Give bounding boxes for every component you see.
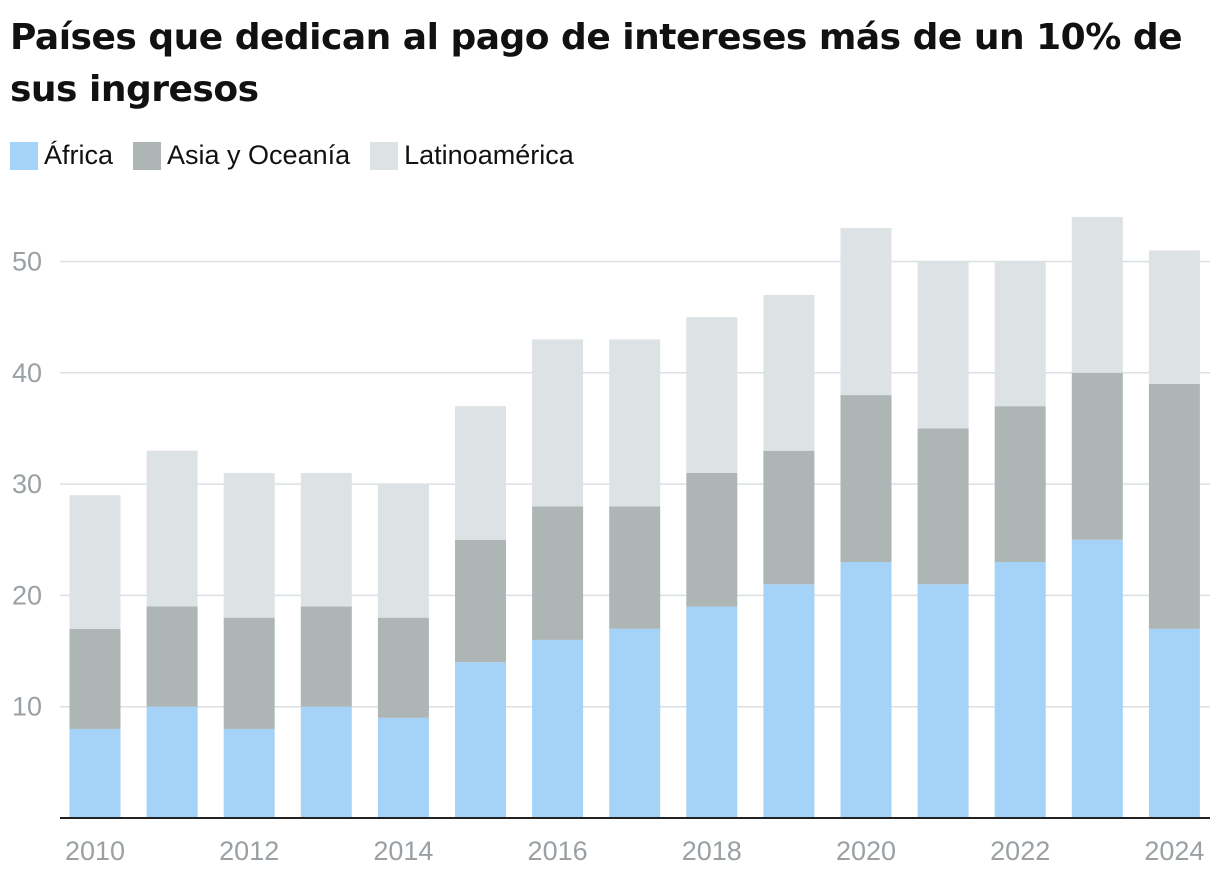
y-tick-label: 50 xyxy=(12,247,42,277)
bar-asia-y-oceania-2017 xyxy=(609,506,661,629)
bars xyxy=(60,216,1210,819)
bar-africa-2013 xyxy=(300,706,352,818)
bar-africa-2021 xyxy=(917,584,969,818)
legend-item-asia-oceania: Asia y Oceanía xyxy=(133,140,350,171)
legend-label-africa: África xyxy=(44,140,114,170)
bar-latinoamerica-2024 xyxy=(1148,250,1200,384)
bar-latinoamerica-2020 xyxy=(840,228,892,396)
bar-africa-2012 xyxy=(223,728,275,818)
y-tick-label: 20 xyxy=(12,580,42,610)
legend-label-latinoamerica: Latinoamérica xyxy=(404,140,574,170)
bar-africa-2020 xyxy=(840,562,892,818)
bar-latinoamerica-2016 xyxy=(532,339,584,507)
y-tick-label: 30 xyxy=(12,469,42,499)
bar-asia-y-oceania-2018 xyxy=(686,472,738,607)
bar-africa-2022 xyxy=(994,562,1046,818)
bar-africa-2023 xyxy=(1071,539,1123,818)
bar-latinoamerica-2022 xyxy=(994,261,1046,407)
bar-asia-y-oceania-2012 xyxy=(223,617,275,729)
legend-swatch-latinoamerica xyxy=(370,141,399,170)
bar-africa-2014 xyxy=(377,717,429,818)
chart-title: Países que dedican al pago de intereses … xyxy=(10,17,1183,110)
legend-swatch-asia-oceania xyxy=(133,141,162,170)
legend-swatch-africa xyxy=(10,141,38,170)
legend-item-africa: África xyxy=(10,140,113,171)
bar-africa-2010 xyxy=(69,728,121,818)
x-tick-label: 2016 xyxy=(528,836,588,866)
bar-africa-2015 xyxy=(455,662,506,818)
x-tick-label: 2022 xyxy=(990,836,1050,866)
bar-latinoamerica-2023 xyxy=(1071,216,1123,373)
legend-label-asia-oceania: Asia y Oceanía xyxy=(167,140,351,170)
bar-africa-2024 xyxy=(1148,628,1200,818)
bar-latinoamerica-2017 xyxy=(609,339,661,507)
bar-latinoamerica-2018 xyxy=(686,317,738,473)
bar-latinoamerica-2012 xyxy=(223,472,275,618)
bar-asia-y-oceania-2019 xyxy=(763,450,815,585)
x-tick-label: 2018 xyxy=(682,836,742,866)
bar-africa-2019 xyxy=(763,584,815,818)
bar-latinoamerica-2021 xyxy=(917,261,969,429)
bar-africa-2017 xyxy=(609,628,661,818)
bar-asia-y-oceania-2015 xyxy=(455,539,506,663)
bar-asia-y-oceania-2022 xyxy=(994,406,1046,563)
bar-asia-y-oceania-2021 xyxy=(917,428,969,585)
bar-asia-y-oceania-2023 xyxy=(1071,372,1123,540)
bar-latinoamerica-2013 xyxy=(300,472,352,607)
bar-asia-y-oceania-2011 xyxy=(146,606,198,707)
legend: África Asia y Oceanía Latinoamérica xyxy=(10,140,594,171)
bar-asia-y-oceania-2016 xyxy=(532,506,584,640)
bar-asia-y-oceania-2010 xyxy=(69,628,121,729)
bar-asia-y-oceania-2020 xyxy=(840,395,892,563)
bar-latinoamerica-2015 xyxy=(455,406,506,540)
x-tick-label: 2012 xyxy=(219,836,279,866)
y-axis-ticks: 10 20 30 40 50 xyxy=(12,247,42,722)
x-tick-label: 2010 xyxy=(65,836,125,866)
y-tick-label: 40 xyxy=(12,358,42,388)
x-tick-label: 2020 xyxy=(836,836,896,866)
bar-africa-2016 xyxy=(532,639,584,818)
bar-asia-y-oceania-2014 xyxy=(377,617,429,718)
x-tick-label: 2014 xyxy=(373,836,433,866)
bar-latinoamerica-2011 xyxy=(146,450,198,607)
y-tick-label: 10 xyxy=(12,692,42,722)
bar-latinoamerica-2010 xyxy=(69,495,121,629)
bar-latinoamerica-2019 xyxy=(763,294,815,451)
legend-item-latinoamerica: Latinoamérica xyxy=(370,140,574,171)
x-axis-ticks: 2010 2012 2014 2016 2018 2020 2022 2024 xyxy=(65,836,1204,866)
bar-latinoamerica-2014 xyxy=(377,484,429,618)
bar-asia-y-oceania-2013 xyxy=(300,606,352,707)
bar-asia-y-oceania-2024 xyxy=(1148,383,1200,629)
x-tick-label: 2024 xyxy=(1144,836,1204,866)
bar-africa-2018 xyxy=(686,606,738,818)
bar-africa-2011 xyxy=(146,706,198,818)
